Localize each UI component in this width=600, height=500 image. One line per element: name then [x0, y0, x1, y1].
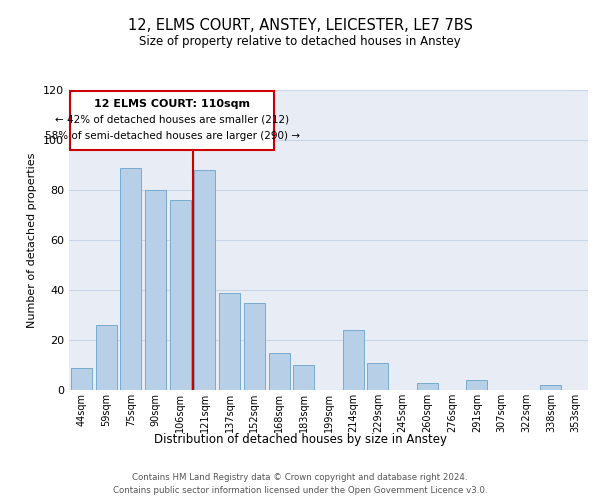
- Text: 58% of semi-detached houses are larger (290) →: 58% of semi-detached houses are larger (…: [44, 131, 299, 141]
- Bar: [367, 362, 388, 390]
- Text: 12, ELMS COURT, ANSTEY, LEICESTER, LE7 7BS: 12, ELMS COURT, ANSTEY, LEICESTER, LE7 7…: [128, 18, 472, 32]
- Text: ← 42% of detached houses are smaller (212): ← 42% of detached houses are smaller (21…: [55, 115, 289, 125]
- Bar: [244, 302, 265, 390]
- Bar: [219, 292, 240, 390]
- Bar: [71, 368, 92, 390]
- Bar: [343, 330, 364, 390]
- Bar: [293, 365, 314, 390]
- Bar: [466, 380, 487, 390]
- Bar: [541, 385, 562, 390]
- Bar: [145, 190, 166, 390]
- Bar: [417, 382, 438, 390]
- Bar: [120, 168, 141, 390]
- Bar: [269, 352, 290, 390]
- Text: Size of property relative to detached houses in Anstey: Size of property relative to detached ho…: [139, 35, 461, 48]
- Bar: [170, 200, 191, 390]
- Text: Distribution of detached houses by size in Anstey: Distribution of detached houses by size …: [154, 432, 446, 446]
- Bar: [95, 325, 116, 390]
- Y-axis label: Number of detached properties: Number of detached properties: [28, 152, 37, 328]
- Bar: [194, 170, 215, 390]
- Text: Contains public sector information licensed under the Open Government Licence v3: Contains public sector information licen…: [113, 486, 487, 495]
- Text: 12 ELMS COURT: 110sqm: 12 ELMS COURT: 110sqm: [94, 99, 250, 109]
- Text: Contains HM Land Registry data © Crown copyright and database right 2024.: Contains HM Land Registry data © Crown c…: [132, 472, 468, 482]
- Bar: [70, 91, 274, 150]
